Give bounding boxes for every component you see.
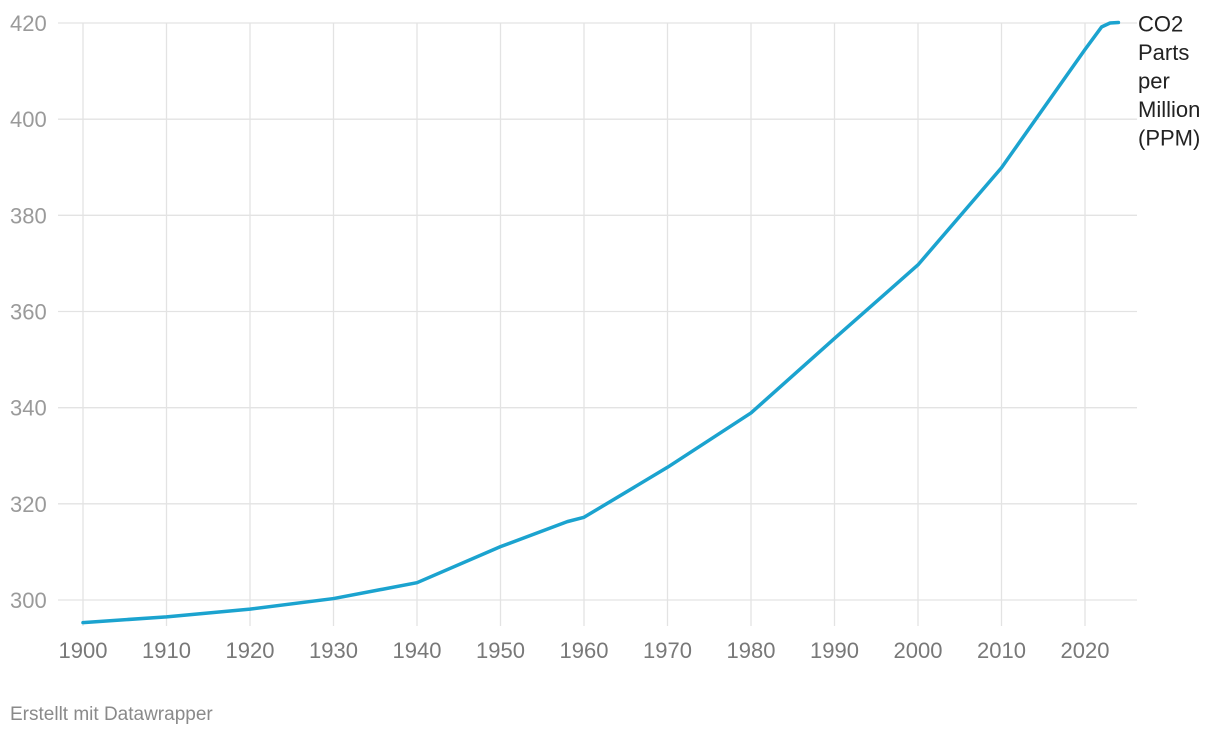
series-label-line: Million	[1138, 97, 1200, 122]
y-tick-label: 320	[10, 492, 47, 517]
y-tick-label: 360	[10, 300, 47, 325]
series-label-line: per	[1138, 69, 1170, 94]
x-tick-label: 2020	[1061, 638, 1110, 663]
y-tick-label: 340	[10, 396, 47, 421]
x-tick-label: 1950	[476, 638, 525, 663]
x-tick-label: 1930	[309, 638, 358, 663]
series-label-layer: CO2 Parts per Million (PPM)	[1138, 12, 1200, 151]
y-tick-label: 380	[10, 203, 47, 228]
x-tick-label: 1920	[226, 638, 275, 663]
x-tick-label: 1980	[727, 638, 776, 663]
x-axis-ticks: 1900 1910 1920 1930 1940 1950 1960 1970 1980 1990…	[59, 638, 1110, 663]
x-tick-label: 1910	[142, 638, 191, 663]
x-tick-label: 1940	[393, 638, 442, 663]
x-tick-label: 2000	[894, 638, 943, 663]
x-tick-label: 1990	[810, 638, 859, 663]
y-tick-label: 300	[10, 588, 47, 613]
grid	[58, 22, 1137, 626]
series-label: CO2 Parts per Million (PPM)	[1138, 12, 1200, 151]
series-line-co2	[81, 20, 1121, 625]
series-label-line: (PPM)	[1138, 126, 1200, 151]
series-layer	[81, 20, 1121, 625]
y-tick-label: 400	[10, 107, 47, 132]
x-tick-label: 1900	[59, 638, 108, 663]
x-tick-label: 1960	[560, 638, 609, 663]
x-tick-label: 2010	[977, 638, 1026, 663]
y-tick-label: 420	[10, 11, 47, 36]
y-axis-ticks: 300 320 340 360 380 400 420	[10, 11, 47, 613]
series-label-line: CO2	[1138, 12, 1183, 37]
x-tick-label: 1970	[643, 638, 692, 663]
credit-text: Erstellt mit Datawrapper	[10, 704, 213, 725]
series-label-line: Parts	[1138, 40, 1189, 65]
